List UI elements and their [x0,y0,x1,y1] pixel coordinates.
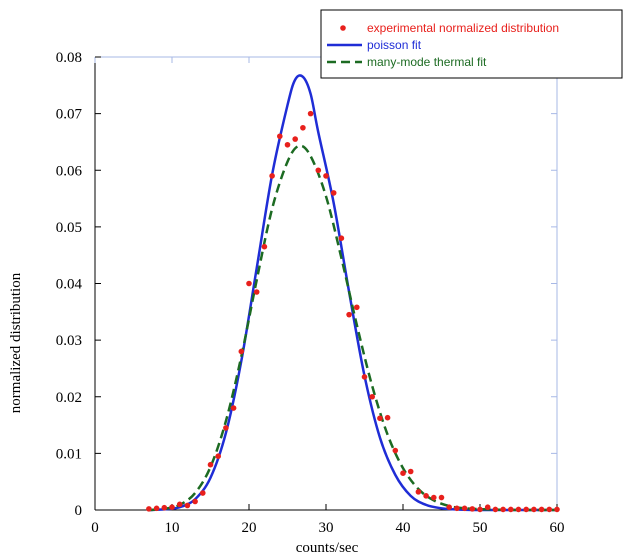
data-point [230,405,237,411]
y-tick-label: 0.02 [56,390,82,406]
data-point [477,506,483,513]
data-point [546,506,553,513]
data-point [400,470,406,476]
data-point [469,506,476,512]
y-tick-label: 0.07 [56,107,83,123]
data-point [369,393,376,400]
x-tick-label: 20 [242,520,257,536]
data-point [176,501,183,508]
data-point [184,502,191,509]
data-point [431,494,437,501]
data-point [161,504,168,511]
data-point [346,311,352,318]
data-point [438,494,445,501]
data-point [146,506,152,512]
data-point [246,280,252,287]
legend-label-thermal: many-mode thermal fit [367,55,487,69]
x-tick-label: 10 [165,520,180,536]
data-points [146,110,560,513]
data-point [223,425,229,431]
data-point [261,243,268,250]
data-point [238,348,245,355]
x-tick-label: 30 [319,520,334,536]
data-point [277,133,283,140]
data-point [454,505,460,512]
data-point [523,506,529,513]
y-tick-label: 0.04 [56,277,83,293]
data-point [508,506,514,513]
data-point [392,447,399,454]
data-point [207,461,214,468]
data-point [492,506,499,513]
data-point [323,173,329,179]
data-point [384,414,391,421]
data-point [461,505,468,512]
data-point [415,489,422,495]
poisson-fit-line [148,74,558,512]
data-point [554,506,560,513]
data-point [407,468,414,475]
x-axis: 0 10 20 30 40 50 60 [91,57,565,536]
y-tick-label: 0.06 [56,163,83,179]
data-point [515,506,522,513]
y-tick-label: 0.03 [56,333,82,349]
data-point [354,304,360,311]
data-point [330,190,337,196]
data-point [423,493,429,499]
data-point [361,374,368,380]
data-point [538,506,545,513]
data-point [253,289,260,295]
y-axis: 0 0.01 0.02 0.03 0.04 0.05 0.06 0.07 0.08 [56,50,557,519]
data-point [200,490,206,496]
legend-label-experimental: experimental normalized distribution [367,21,559,35]
data-point [377,415,383,422]
plot-frame [94,56,558,511]
data-point [292,136,299,142]
data-point [446,504,453,510]
data-point [192,498,198,505]
x-tick-label: 0 [91,520,99,536]
data-point [169,504,175,510]
y-axis-label: normalized distribution [8,272,24,413]
y-tick-label: 0.08 [56,50,82,66]
data-point [315,167,322,174]
x-tick-label: 40 [396,520,411,536]
y-tick-label: 0.01 [56,446,82,462]
x-axis-label: counts/sec [296,540,359,556]
y-tick-label: 0.05 [56,220,82,236]
data-point [284,141,291,148]
data-point [215,453,221,460]
legend-marker-experimental [340,25,346,31]
fit-curves [148,74,558,512]
data-point [300,124,306,131]
legend-box [320,9,623,79]
data-point [531,506,537,513]
data-point [153,505,160,512]
data-point [269,173,275,179]
x-tick-label: 60 [550,520,565,536]
data-point [484,504,491,510]
data-point [307,110,314,117]
data-point [338,235,345,241]
y-tick-label: 0 [75,503,83,519]
thermal-fit-line [148,144,558,512]
legend-label-poisson: poisson fit [367,38,422,52]
legend: experimental normalized distribution poi… [320,9,623,79]
data-point [500,506,506,513]
x-tick-label: 50 [473,520,488,536]
